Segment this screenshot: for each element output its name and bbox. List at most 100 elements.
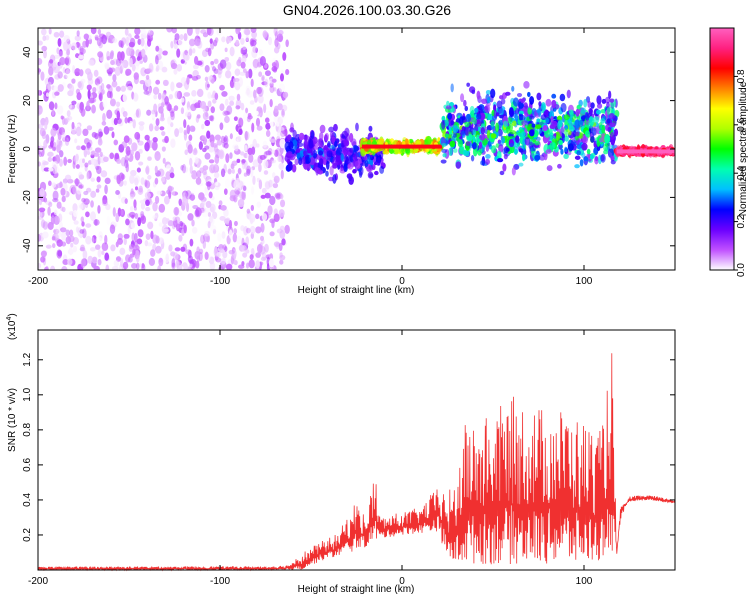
spectrogram-cell: [225, 153, 230, 164]
spectrogram-cell: [233, 179, 240, 190]
spectrogram-cell: [265, 110, 272, 118]
spectrogram-cell: [131, 232, 136, 242]
spectrogram-cell: [75, 123, 81, 132]
spectrogram-cell: [54, 91, 60, 96]
spectrogram-cell: [256, 125, 263, 131]
spectrogram-cell: [480, 160, 485, 166]
spectrogram-cell: [285, 69, 290, 76]
spectrogram-cell: [586, 148, 591, 155]
spectrogram-cell: [448, 147, 453, 156]
spectrogram-cell: [186, 76, 190, 85]
spectrogram-cell: [242, 68, 247, 74]
spectrogram-cell: [578, 132, 584, 139]
spectrogram-cell: [135, 94, 140, 101]
spectrogram-cell: [613, 128, 619, 137]
spectrogram-cell: [154, 151, 161, 162]
colorbar-tick-label: 0.2: [736, 214, 747, 228]
spectrogram-cell: [276, 132, 282, 137]
spectrogram-cell: [74, 71, 80, 77]
spectrogram-cell: [279, 252, 283, 258]
spectrogram-cell: [80, 216, 85, 223]
spectrogram-cell: [219, 103, 225, 111]
spectrogram-cell: [244, 130, 248, 141]
spectrogram-cell: [186, 107, 192, 117]
spectrogram-cell: [106, 215, 111, 226]
spectrogram-cell: [233, 228, 238, 235]
spectrogram-cell: [277, 103, 283, 111]
spectrogram-cell: [74, 138, 78, 144]
spectrogram-cell: [43, 139, 48, 149]
spectrogram-cell: [38, 161, 41, 167]
spectrogram-cell: [153, 94, 158, 100]
spectrogram-cell: [255, 117, 261, 127]
spectrogram-cell: [250, 167, 254, 178]
spectrogram-cell: [231, 168, 235, 174]
spectrogram-cell: [51, 182, 57, 188]
spectrogram-cell: [112, 207, 116, 217]
spectrogram-cell: [349, 147, 354, 153]
spectrogram-cell: [212, 163, 218, 173]
spectrogram-cell: [69, 229, 74, 237]
colorbar-tick-label: 0.0: [736, 263, 747, 277]
spectrogram-cell: [97, 205, 101, 214]
snr-x-label: Height of straight line (km): [298, 584, 415, 595]
spectrogram-cell: [143, 90, 150, 95]
spectrogram-cell: [309, 156, 316, 166]
spectrogram-cell: [256, 201, 261, 208]
spectrogram-cell: [213, 68, 219, 74]
spectrogram-cell: [259, 56, 266, 67]
spectrogram-cell: [159, 126, 165, 131]
spectrogram-cell: [529, 129, 535, 137]
spectrogram-cell: [86, 125, 93, 131]
spectrogram-cell: [265, 129, 271, 138]
spectrogram-cell: [518, 148, 524, 153]
spectrogram-cell: [505, 139, 510, 148]
spectrogram-cell: [124, 198, 128, 205]
colorbar-scale: [709, 27, 735, 271]
spectrogram-cell: [251, 31, 258, 39]
spectrogram-cell: [540, 114, 547, 121]
spectrogram-cell: [499, 95, 504, 100]
spectrogram-cell: [201, 123, 205, 130]
spectrogram-cell: [252, 45, 257, 53]
spectrogram-cell: [133, 199, 137, 209]
spectrogram-cell: [264, 192, 271, 199]
spectrogram-cell: [96, 83, 101, 92]
spectrogram-cell: [272, 178, 278, 184]
spectrogram-cell: [262, 251, 267, 261]
spectrogram-cell: [60, 187, 66, 196]
spectrogram-cell: [125, 218, 130, 226]
spectrogram-cell: [455, 161, 462, 169]
spectrogram-cell: [329, 165, 334, 176]
spectrogram-cell: [191, 170, 198, 180]
spectrogram-cell: [273, 87, 277, 92]
spectrogram-cell: [59, 227, 67, 233]
spectrogram-cell: [184, 53, 190, 61]
spectrogram-cell: [101, 242, 109, 252]
spectrogram-cell: [101, 121, 107, 126]
snr-y-ticks: 1.2 1.0 0.8 0.6 0.4 0.2: [22, 352, 675, 542]
spectrogram-cell: [602, 144, 609, 151]
spectrogram-cell: [212, 228, 217, 235]
spectrogram-cell: [255, 213, 260, 220]
spectrogram-cell: [284, 224, 290, 234]
spectrogram-cell: [61, 195, 66, 203]
spectrogram-cell: [186, 28, 193, 36]
spectrogram-cell: [527, 107, 532, 115]
spectrogram-cell: [498, 108, 505, 115]
spectrogram-cell: [204, 251, 209, 260]
spectrogram-cell: [122, 110, 128, 118]
spectrogram-cell: [235, 105, 241, 110]
spectrogram-cell: [210, 106, 215, 114]
spectrogram-cell: [229, 189, 236, 199]
spectrogram-cell: [224, 56, 230, 62]
spectrogram-cell: [53, 54, 60, 59]
spectrogram-cell: [89, 211, 96, 222]
spectrogram-cell: [87, 69, 91, 76]
spectrogram-cell: [155, 45, 160, 52]
spectrogram-cell: [90, 28, 97, 35]
spectrogram-cell: [332, 174, 337, 184]
spectrogram-cell: [135, 60, 140, 71]
spectrogram-cell: [368, 125, 373, 132]
spectrogram-cell: [527, 91, 531, 98]
